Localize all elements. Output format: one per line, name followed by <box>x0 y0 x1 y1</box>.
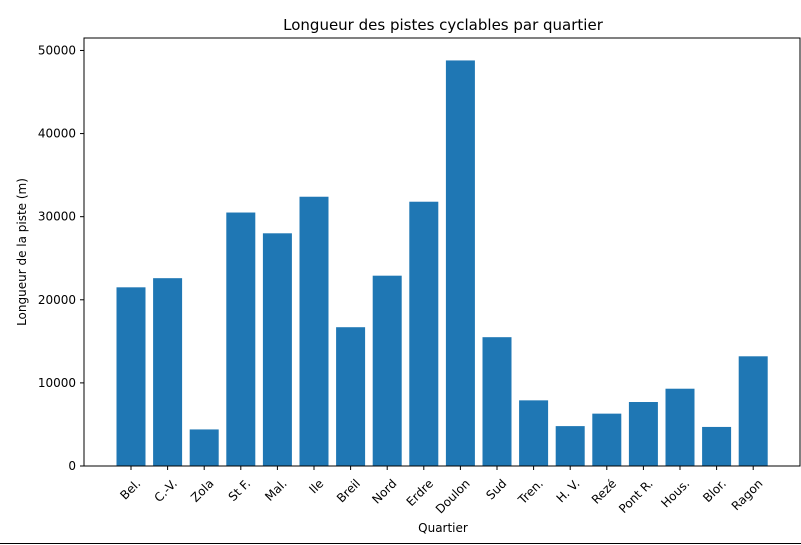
bar-7 <box>372 275 402 466</box>
bar-16 <box>702 426 732 466</box>
bar-2 <box>189 429 219 466</box>
y-tick-label: 20000 <box>38 293 76 307</box>
x-tick-label: Zola <box>188 476 216 504</box>
y-tick-label: 10000 <box>38 376 76 390</box>
x-tick-label: St F. <box>226 476 254 504</box>
x-tick-label: Nord <box>369 476 399 506</box>
x-tick-label: Doulon <box>433 476 473 516</box>
x-axis-label: Quartier <box>418 521 468 535</box>
y-tick-label: 30000 <box>38 210 76 224</box>
x-tick-label: H. V. <box>554 476 583 505</box>
bar-5 <box>299 196 329 466</box>
y-tick-label: 40000 <box>38 127 76 141</box>
bars-group <box>116 60 768 466</box>
x-tick-label: Ile <box>306 476 326 496</box>
bar-11 <box>519 400 549 466</box>
bar-1 <box>153 278 183 466</box>
x-tick-label: C.-V. <box>151 476 179 504</box>
bar-6 <box>336 327 366 466</box>
x-tick-label: Bel. <box>117 476 143 502</box>
bar-9 <box>445 60 475 466</box>
x-tick-label: Sud <box>483 476 509 502</box>
bar-4 <box>262 233 292 466</box>
x-tick-label: Breil <box>334 476 363 505</box>
x-tick-label: Blor. <box>700 476 729 505</box>
x-tick-label: Pont R. <box>616 476 656 516</box>
x-tick-label: Mal. <box>262 476 289 503</box>
bar-8 <box>409 201 439 466</box>
bar-15 <box>665 388 695 466</box>
y-axis-label: Longueur de la piste (m) <box>15 178 29 326</box>
plot-frame <box>83 37 801 467</box>
bar-14 <box>628 402 658 466</box>
y-tick-label: 50000 <box>38 43 76 57</box>
bar-10 <box>482 337 512 466</box>
x-tick-label: Rezé <box>589 476 619 506</box>
bar-13 <box>592 413 622 466</box>
chart-title: Longueur des pistes cyclables par quarti… <box>283 16 604 34</box>
y-axis-ticks: 0 10000 20000 30000 40000 50000 <box>38 43 84 473</box>
bar-3 <box>226 212 256 466</box>
bar-17 <box>738 356 768 466</box>
x-tick-label: Hous. <box>658 476 692 510</box>
x-tick-label: Tren. <box>515 476 546 507</box>
y-tick-label: 0 <box>68 459 76 473</box>
bar-0 <box>116 287 146 466</box>
x-tick-label: Ragon <box>729 476 766 513</box>
x-tick-label: Erdre <box>404 476 437 509</box>
bottom-border <box>0 543 801 544</box>
x-axis-ticks: Bel. C.-V. Zola St F. Mal. Ile Breil Nord ErdreD… <box>117 466 766 516</box>
bar-12 <box>555 426 585 466</box>
